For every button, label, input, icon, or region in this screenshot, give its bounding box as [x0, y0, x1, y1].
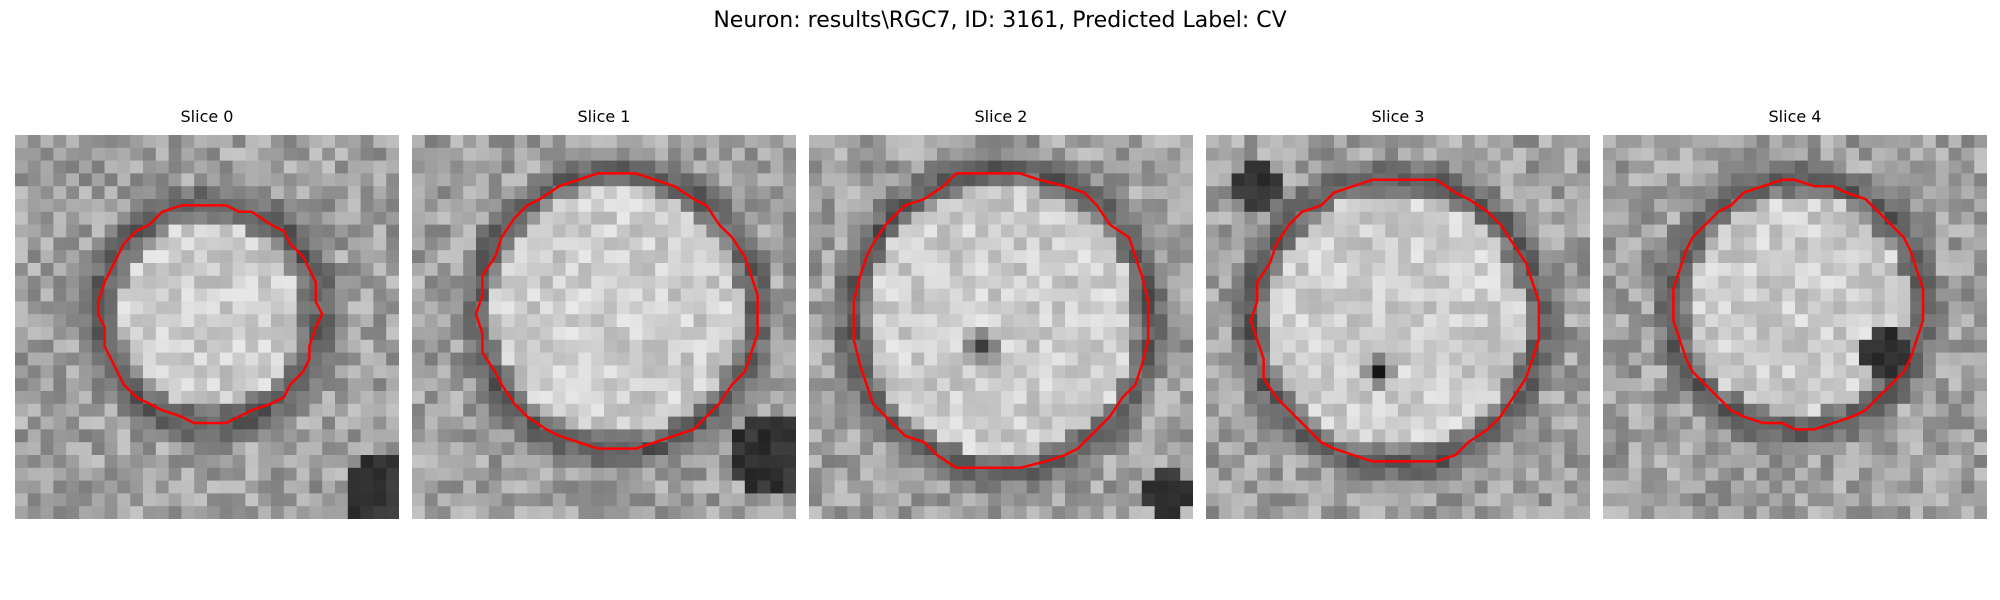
neuron-contour	[852, 172, 1150, 470]
slice-image	[15, 135, 399, 519]
figure-title: Neuron: results\RGC7, ID: 3161, Predicte…	[713, 8, 1287, 33]
slice-title: Slice 1	[577, 107, 631, 126]
slice-title: Slice 3	[1371, 107, 1425, 126]
slice-image	[809, 135, 1193, 519]
slice-title: Slice 0	[180, 107, 234, 126]
slice-image	[1206, 135, 1590, 519]
neuron-contour	[1249, 178, 1541, 463]
slice-title: Slice 4	[1768, 107, 1822, 126]
neuron-contour	[1672, 178, 1925, 431]
slice-title: Slice 2	[974, 107, 1028, 126]
pixel-grid	[1206, 135, 1590, 519]
neuron-contour	[96, 204, 324, 425]
pixel-grid	[15, 135, 399, 519]
slice-image	[412, 135, 796, 519]
neuron-contour	[474, 172, 759, 450]
slice-image	[1603, 135, 1987, 519]
pixel-grid	[1603, 135, 1987, 519]
pixel-grid	[809, 135, 1193, 519]
pixel-grid	[412, 135, 796, 519]
